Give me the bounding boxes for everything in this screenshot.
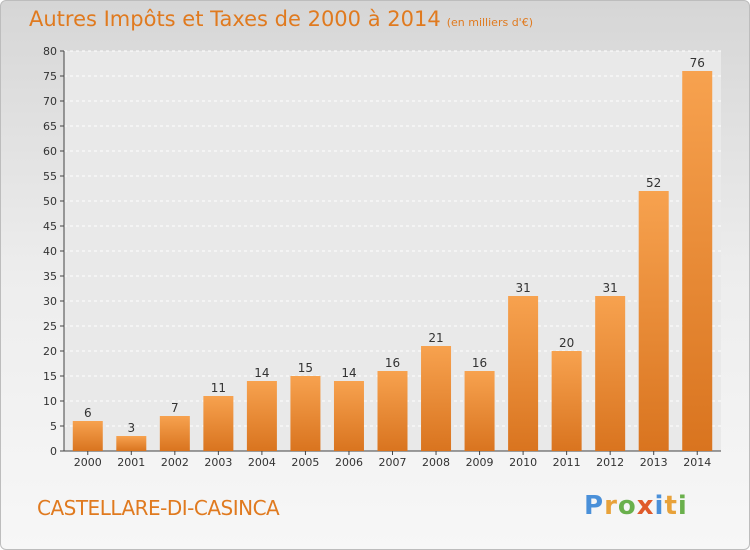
y-tick-label: 25 — [43, 320, 57, 333]
bar — [595, 296, 626, 451]
data-label: 3 — [127, 421, 135, 435]
data-label: 16 — [385, 356, 400, 370]
data-label: 16 — [472, 356, 487, 370]
y-tick-label: 30 — [43, 295, 57, 308]
bar — [682, 71, 713, 451]
x-tick-label: 2007 — [379, 456, 407, 469]
data-label: 20 — [559, 336, 574, 350]
bar — [203, 396, 234, 451]
x-tick-label: 2009 — [466, 456, 494, 469]
x-tick-label: 2004 — [248, 456, 276, 469]
data-label: 7 — [171, 401, 179, 415]
y-tick-label: 80 — [43, 45, 57, 58]
y-tick-label: 45 — [43, 220, 57, 233]
y-tick-label: 70 — [43, 95, 57, 108]
commune-name: CASTELLARE-DI-CASINCA — [37, 496, 280, 520]
x-tick-label: 2013 — [640, 456, 668, 469]
data-label: 6 — [84, 406, 92, 420]
x-tick-label: 2014 — [683, 456, 711, 469]
data-label: 31 — [515, 281, 530, 295]
bar — [421, 346, 452, 451]
proxiti-logo[interactable]: Proxiti — [584, 491, 688, 521]
data-label: 14 — [254, 366, 269, 380]
x-tick-label: 2006 — [335, 456, 363, 469]
data-label: 31 — [603, 281, 618, 295]
chart-title: Autres Impôts et Taxes de 2000 à 2014 — [29, 7, 441, 31]
y-tick-label: 20 — [43, 345, 57, 358]
x-tick-label: 2011 — [553, 456, 581, 469]
data-label: 76 — [690, 56, 705, 70]
bar — [290, 376, 321, 451]
bar — [551, 351, 582, 451]
bar — [116, 436, 147, 451]
y-tick-label: 5 — [50, 420, 57, 433]
bar — [333, 381, 364, 451]
bar — [246, 381, 277, 451]
y-tick-label: 0 — [50, 445, 57, 458]
logo-letter: i — [654, 491, 665, 521]
x-tick-label: 2000 — [74, 456, 102, 469]
y-tick-label: 40 — [43, 245, 57, 258]
x-tick-label: 2001 — [117, 456, 145, 469]
bar — [464, 371, 495, 451]
data-label: 14 — [341, 366, 356, 380]
x-tick-label: 2005 — [291, 456, 319, 469]
bar — [508, 296, 539, 451]
y-tick-label: 55 — [43, 170, 57, 183]
y-tick-label: 60 — [43, 145, 57, 158]
logo-letter: i — [677, 491, 688, 521]
x-tick-label: 2008 — [422, 456, 450, 469]
x-tick-label: 2010 — [509, 456, 537, 469]
logo-letter: r — [604, 491, 618, 521]
data-label: 52 — [646, 176, 661, 190]
y-tick-label: 65 — [43, 120, 57, 133]
logo-letter: t — [664, 491, 678, 521]
bar — [377, 371, 408, 451]
data-label: 21 — [428, 331, 443, 345]
data-label: 11 — [211, 381, 226, 395]
data-label: 15 — [298, 361, 313, 375]
logo-letter: P — [584, 491, 605, 521]
y-tick-label: 50 — [43, 195, 57, 208]
logo-letter: x — [636, 491, 655, 521]
x-tick-label: 2002 — [161, 456, 189, 469]
chart-unit: (en milliers d'€) — [446, 16, 533, 29]
bar — [72, 421, 103, 451]
x-tick-label: 2003 — [204, 456, 232, 469]
bar — [638, 191, 669, 451]
y-tick-label: 10 — [43, 395, 57, 408]
y-tick-label: 75 — [43, 70, 57, 83]
chart-title-block: Autres Impôts et Taxes de 2000 à 2014 (en… — [29, 7, 533, 31]
y-tick-label: 15 — [43, 370, 57, 383]
bar — [159, 416, 190, 451]
y-tick-label: 35 — [43, 270, 57, 283]
logo-letter: o — [617, 491, 637, 521]
x-tick-label: 2012 — [596, 456, 624, 469]
